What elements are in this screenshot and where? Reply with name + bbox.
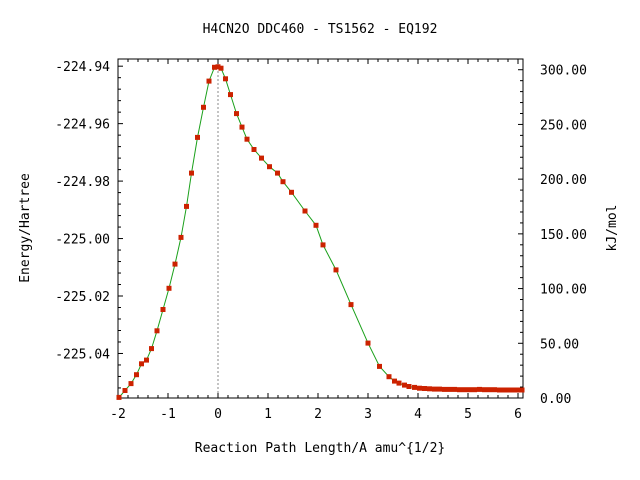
data-point xyxy=(201,104,206,110)
data-point xyxy=(472,387,477,393)
data-point xyxy=(482,387,487,393)
data-point xyxy=(189,170,194,176)
data-point xyxy=(432,386,437,392)
data-point xyxy=(184,203,189,209)
y-axis-left: -224.94 -224.96 -224.98 -225.00 -225.02 -225.… xyxy=(55,60,123,389)
data-point xyxy=(178,234,184,240)
data-point xyxy=(267,164,272,170)
y2-tick-label: 150.00 xyxy=(540,228,587,243)
data-point xyxy=(234,111,239,117)
data-point xyxy=(427,386,432,392)
x-tick-label: 0 xyxy=(214,407,222,422)
data-point xyxy=(497,387,502,393)
data-point xyxy=(223,76,228,82)
data-point xyxy=(492,387,497,393)
data-point xyxy=(280,179,286,185)
data-point xyxy=(406,384,412,389)
data-point xyxy=(128,381,134,387)
y-tick-label: -224.96 xyxy=(55,118,110,133)
data-point xyxy=(215,64,221,70)
y-axis-right: 300.00 250.00 200.00 150.00 100.00 50.00 0.00 xyxy=(518,64,587,407)
x-tick-label: 3 xyxy=(364,407,372,422)
x-tick-label: 1 xyxy=(264,407,272,422)
chart-title: H4CN2O DDC460 - TS1562 - EQ192 xyxy=(203,22,438,37)
data-point xyxy=(507,387,512,393)
y-tick-label: -225.00 xyxy=(55,233,110,248)
data-point xyxy=(160,307,166,312)
x-tick-label: 6 xyxy=(514,407,522,422)
x-tick-label: 5 xyxy=(464,407,472,422)
y-tick-label: -225.02 xyxy=(55,290,110,305)
x-tick-label: 2 xyxy=(314,407,322,422)
data-point xyxy=(417,385,422,391)
y2-tick-label: 300.00 xyxy=(540,64,587,79)
data-point xyxy=(512,387,517,393)
x-axis: -2 -1 0 1 2 3 4 5 6 xyxy=(110,59,522,422)
data-point xyxy=(447,386,452,392)
series-line xyxy=(118,66,522,398)
data-point xyxy=(422,386,427,391)
data-point xyxy=(392,378,397,384)
data-point xyxy=(477,386,482,392)
y2-axis-label: kJ/mol xyxy=(605,205,620,252)
data-point xyxy=(442,386,447,392)
y-tick-label: -225.04 xyxy=(55,347,110,362)
data-point xyxy=(239,124,245,130)
y-tick-label: -224.94 xyxy=(55,60,110,75)
x-axis-label: Reaction Path Length/A amu^{1/2} xyxy=(195,441,445,456)
y-axis-label: Energy/Hartree xyxy=(18,173,33,283)
data-point xyxy=(166,285,172,291)
data-point xyxy=(244,136,250,142)
y2-tick-label: 50.00 xyxy=(540,337,579,352)
data-point xyxy=(396,380,402,386)
data-point xyxy=(377,363,382,369)
y2-tick-label: 0.00 xyxy=(540,392,571,407)
x-tick-label: 4 xyxy=(414,407,422,422)
y2-tick-label: 250.00 xyxy=(540,118,587,133)
data-point xyxy=(139,361,144,367)
data-point xyxy=(487,387,492,393)
data-point xyxy=(402,382,407,388)
data-point xyxy=(333,267,339,273)
data-point xyxy=(320,242,326,248)
y-tick-label: -224.98 xyxy=(55,175,110,190)
plot-frame xyxy=(117,58,524,399)
data-point xyxy=(228,92,233,98)
data-point xyxy=(519,387,525,393)
data-point xyxy=(122,388,128,393)
data-point xyxy=(365,340,371,346)
data-point xyxy=(502,387,507,393)
data-point xyxy=(195,134,200,140)
data-point xyxy=(149,346,154,352)
data-point xyxy=(302,208,308,214)
data-markers xyxy=(116,64,525,400)
data-point xyxy=(218,65,224,71)
data-point xyxy=(116,394,122,400)
data-point xyxy=(462,387,467,393)
data-point xyxy=(452,386,457,392)
data-point xyxy=(457,387,462,393)
data-point xyxy=(386,374,392,380)
data-point xyxy=(467,387,472,393)
data-point xyxy=(313,222,319,228)
data-point xyxy=(289,189,294,195)
y2-tick-label: 200.00 xyxy=(540,173,587,188)
data-point xyxy=(275,170,280,176)
data-point xyxy=(154,328,160,334)
data-point xyxy=(348,302,354,308)
y2-tick-label: 100.00 xyxy=(540,283,587,298)
data-point xyxy=(134,372,139,378)
data-point xyxy=(206,78,212,84)
data-point xyxy=(144,357,149,363)
x-tick-label: -1 xyxy=(160,407,176,422)
data-point xyxy=(437,386,442,392)
x-tick-label: -2 xyxy=(110,407,126,422)
data-point xyxy=(251,147,257,152)
data-point xyxy=(212,64,217,70)
data-point xyxy=(412,384,417,390)
data-point xyxy=(172,261,178,267)
data-point xyxy=(259,155,264,161)
